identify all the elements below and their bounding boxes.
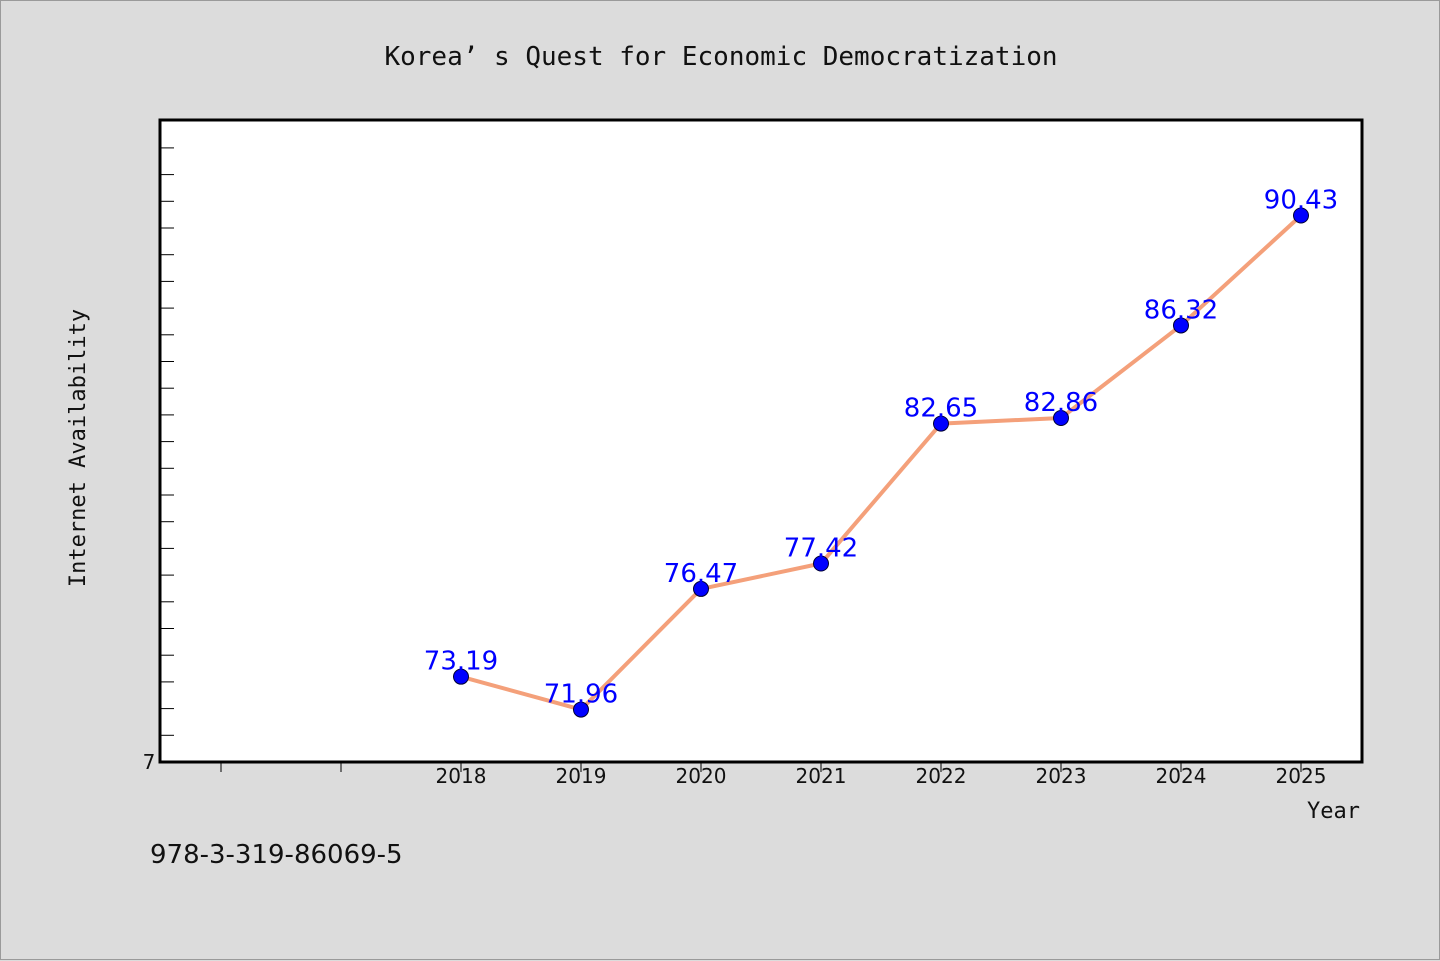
y-tick-label: 7 [143, 750, 156, 774]
data-label: 71.96 [544, 680, 618, 710]
plot-area [158, 118, 1364, 764]
data-point [1173, 317, 1189, 334]
data-label: 86.32 [1144, 295, 1218, 325]
x-tick-label: 2024 [1156, 764, 1207, 788]
x-tick-label: 2022 [916, 764, 967, 788]
data-label: 77.42 [784, 534, 858, 564]
x-tick-label: 2021 [796, 764, 847, 788]
data-point [573, 701, 589, 718]
data-label: 82.65 [904, 394, 978, 424]
data-label: 90.43 [1264, 185, 1338, 215]
data-point [1053, 409, 1069, 426]
series-line [459, 213, 1303, 712]
chart-title: Korea’ s Quest for Economic Democratizat… [384, 42, 1057, 72]
x-tick-label: 2025 [1276, 764, 1327, 788]
y-axis-label: Internet Availability [66, 309, 91, 587]
x-tick-label: 2020 [676, 764, 727, 788]
data-point [1293, 207, 1309, 224]
series-lines [459, 213, 1303, 712]
x-axis-tick-labels: 2018 2019 2020 2021 2022 2023 2024 2025 [436, 764, 1327, 788]
x-tick-label: 2019 [556, 764, 607, 788]
isbn-text: 978-3-319-86069-5 [150, 840, 403, 870]
data-label: 76.47 [664, 559, 738, 589]
data-point [933, 415, 949, 432]
data-point [453, 668, 469, 685]
x-axis-label: Year [1307, 799, 1360, 824]
data-label: 82.86 [1024, 388, 1098, 418]
x-tick-label: 2023 [1036, 764, 1087, 788]
x-tick-label: 2018 [436, 764, 487, 788]
x-axis-ticks [220, 762, 1302, 772]
series-data-labels: 73.19 71.96 76.47 77.42 82.65 82.86 86.32 90.43 [424, 185, 1338, 709]
data-label: 73.19 [424, 647, 498, 677]
data-point [693, 580, 709, 597]
data-point [813, 555, 829, 572]
y-axis-ticks [160, 147, 174, 736]
series-markers [453, 207, 1309, 718]
